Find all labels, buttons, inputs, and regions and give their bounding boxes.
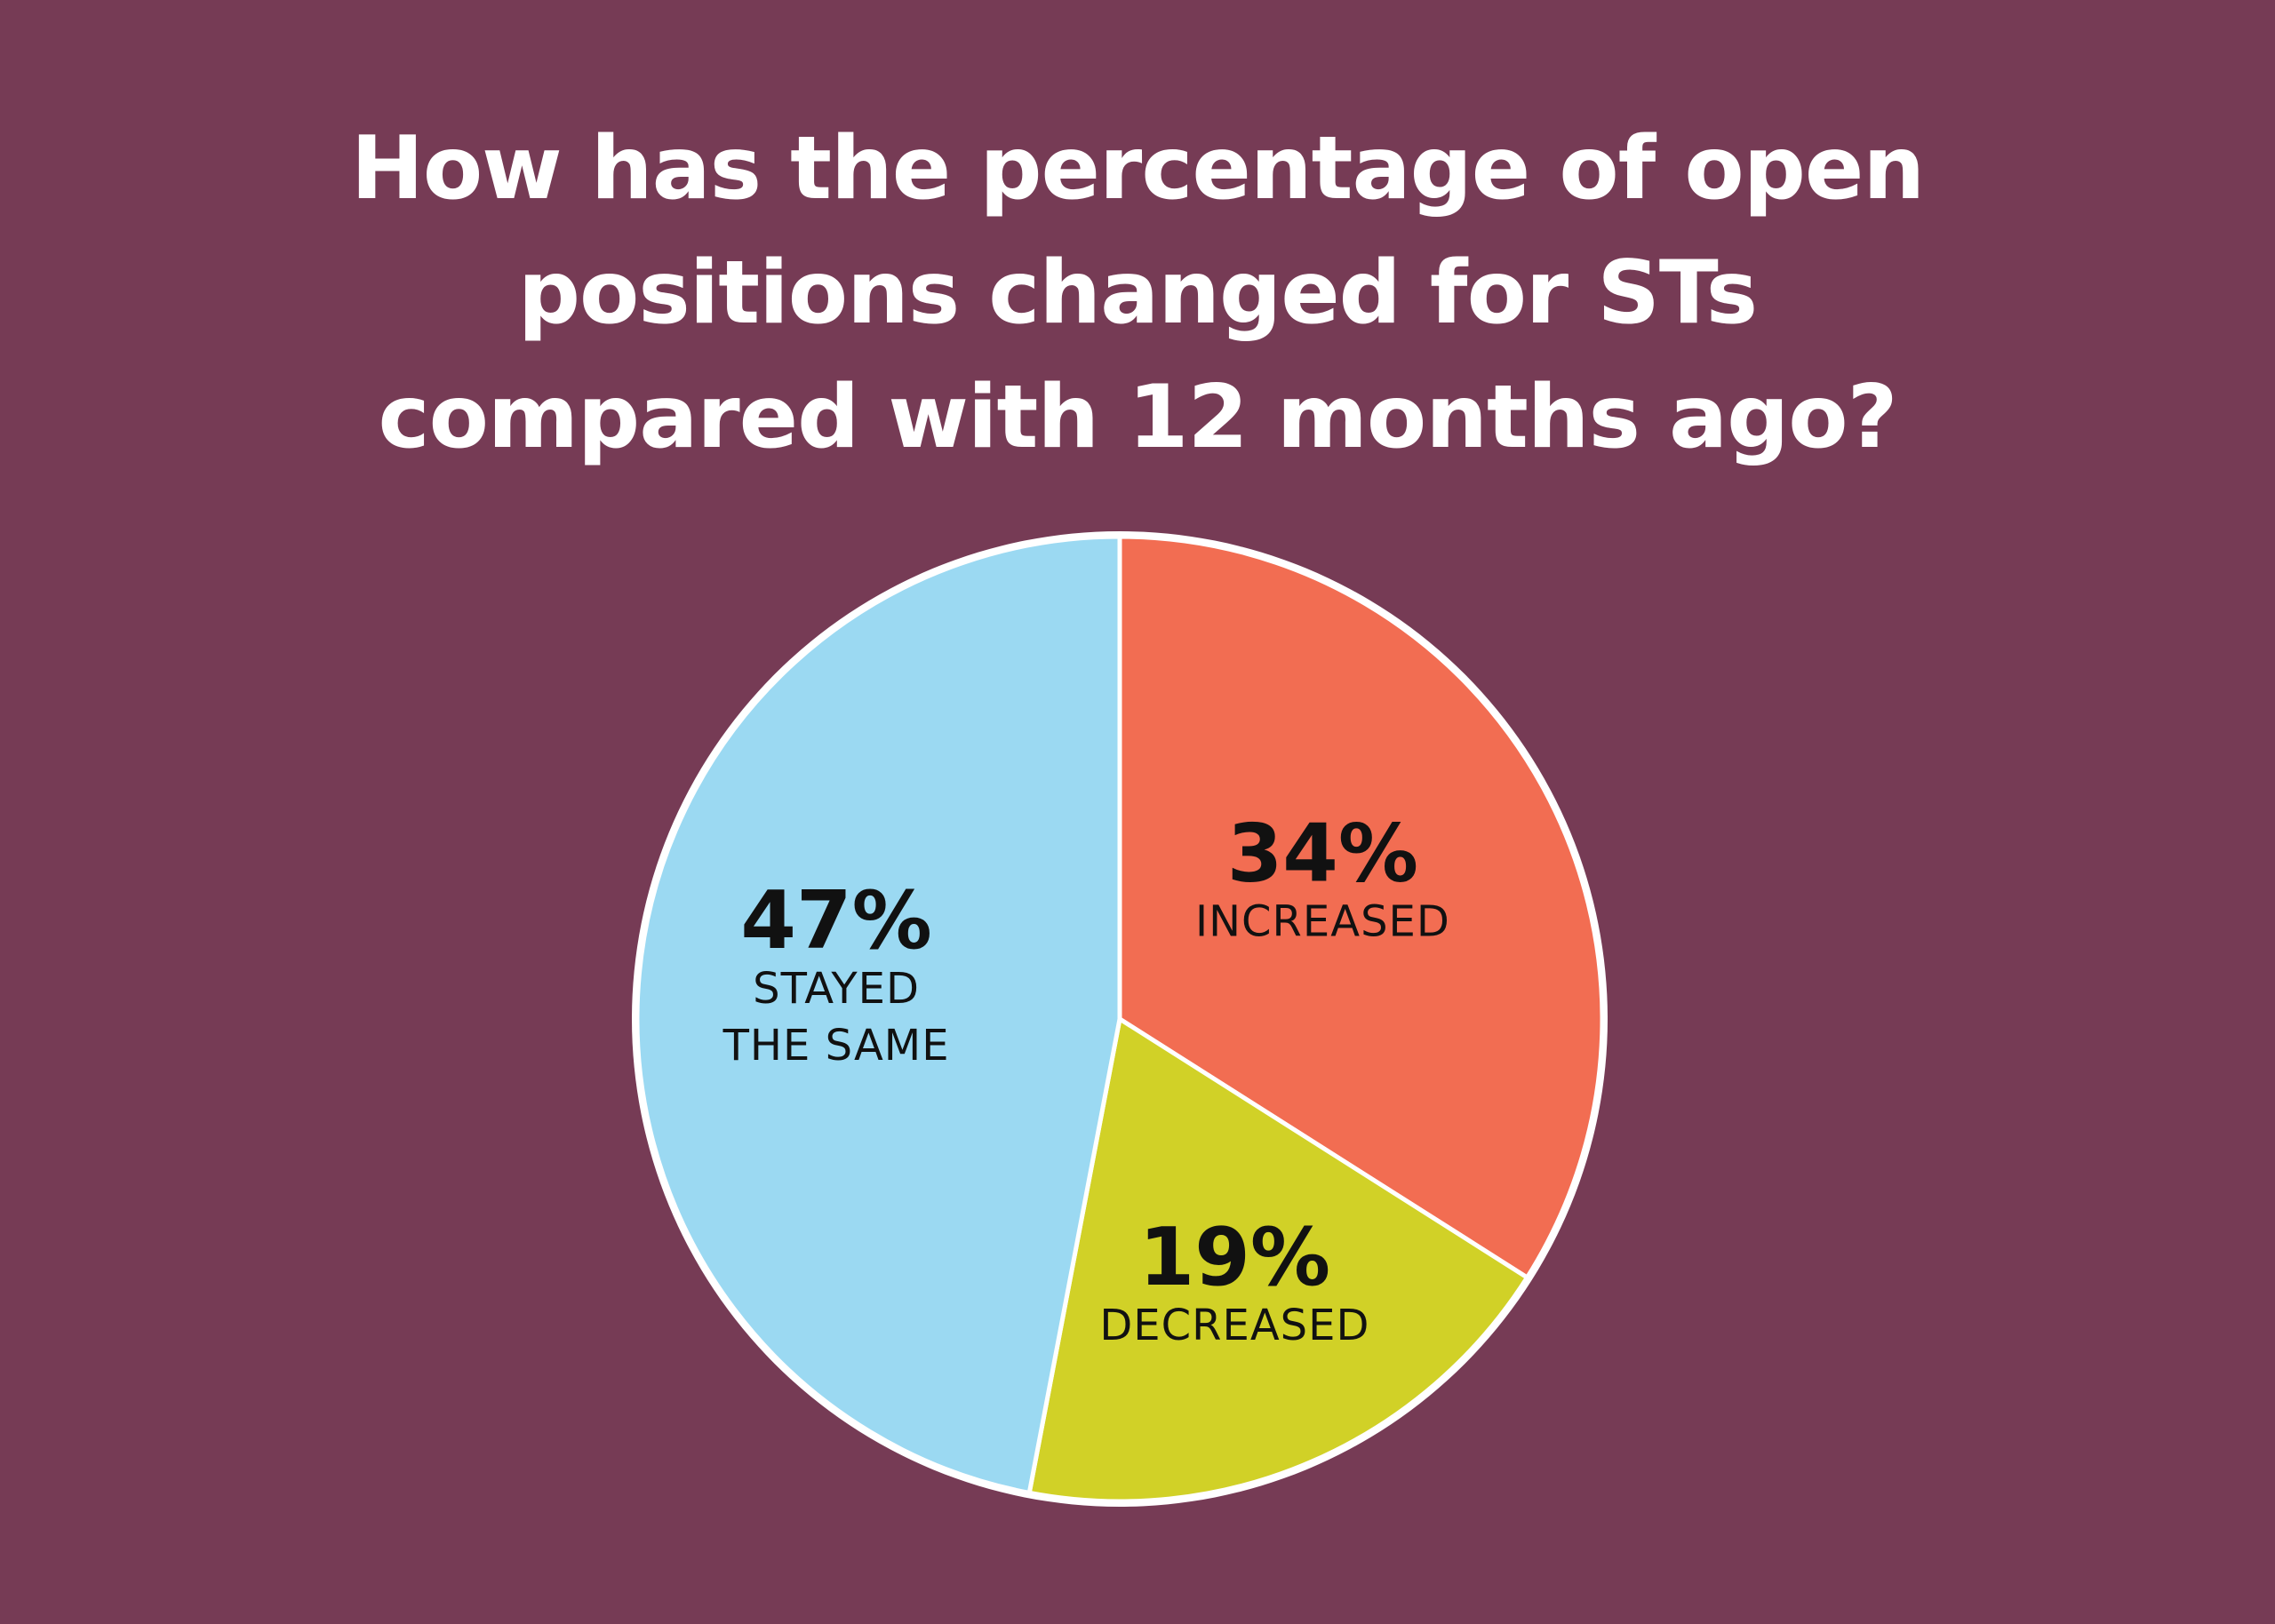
pie-slices: [632, 531, 1608, 1507]
pie-labels: 34%INCREASED 19%DECREASED 47%STAYED THE SAM…: [722, 807, 1450, 1350]
slice-category-label-stayed-the-same-line-1: STAYED: [753, 964, 920, 1014]
chart-title: How has the percentage of open positions…: [0, 107, 2275, 480]
slice-value-label-increased: 34%: [1227, 807, 1418, 900]
pie-slice-increased: [1117, 534, 1605, 1280]
slice-category-label-decreased-line-1: DECREASED: [1099, 1301, 1369, 1350]
pie-slice-decreased: [1026, 1016, 1529, 1504]
chart-title-line-3: compared with 12 months ago?: [378, 367, 1898, 468]
chart-title-line-2: positions changed for STs: [517, 243, 1758, 344]
chart-title-line-1: How has the percentage of open: [350, 118, 1925, 219]
slice-category-label-increased-line-1: INCREASED: [1195, 896, 1450, 946]
pie-slice-stayed-the-same: [635, 534, 1122, 1495]
slice-value-label-decreased: 19%: [1139, 1211, 1330, 1304]
slice-category-label-stayed-the-same-line-2: THE SAME: [722, 1021, 950, 1071]
slice-value-label-stayed-the-same: 47%: [740, 874, 931, 967]
